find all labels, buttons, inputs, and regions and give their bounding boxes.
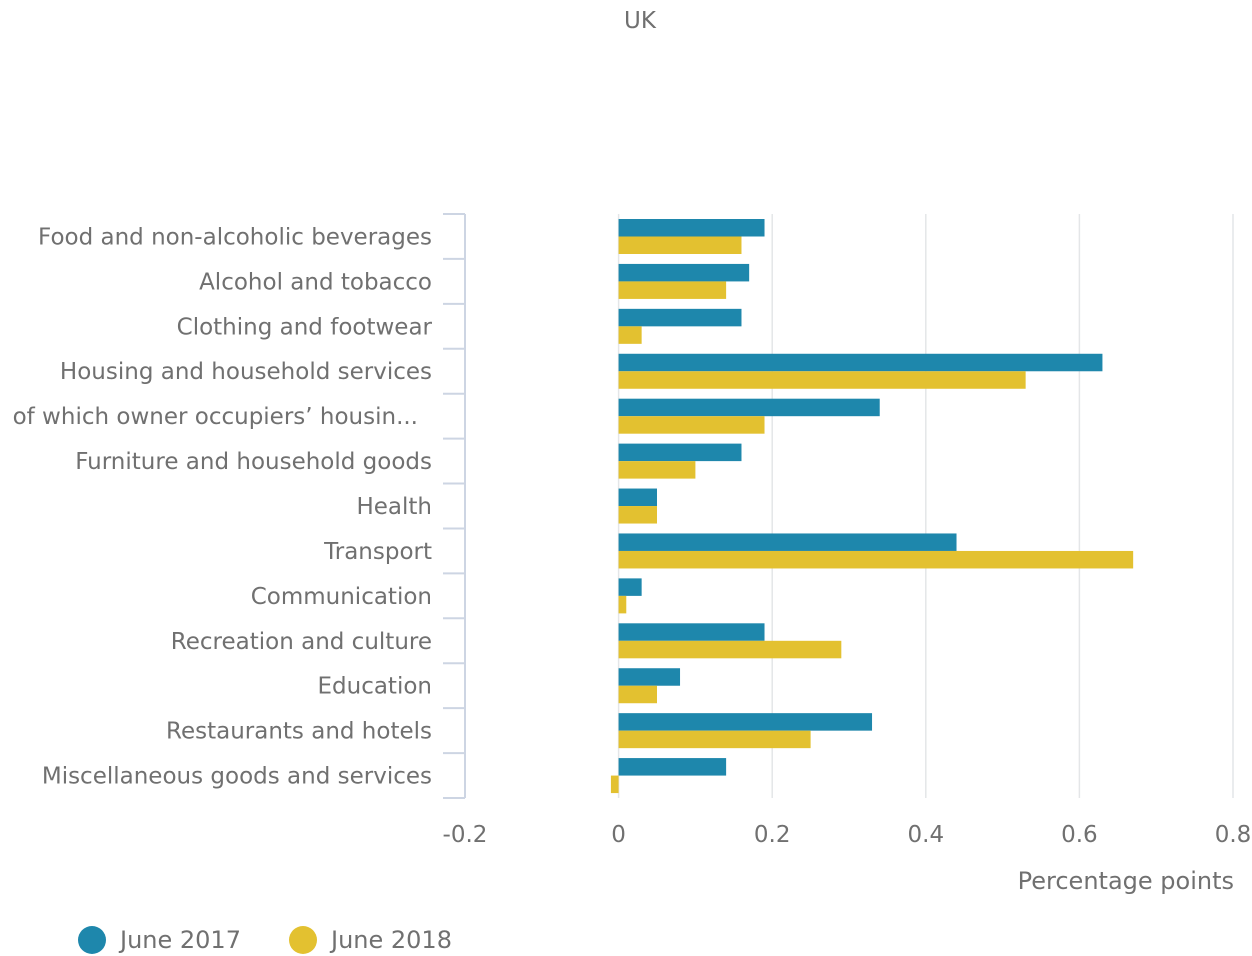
legend-swatch-series-0 [78, 926, 106, 954]
bar-series-0[interactable] [618, 713, 873, 731]
y-category-label: Furniture and household goods [75, 449, 432, 475]
bar-series-1[interactable] [618, 326, 642, 344]
y-category-label: Restaurants and hotels [166, 719, 432, 745]
chart-title: UK [624, 8, 656, 34]
bar-series-0[interactable] [618, 308, 742, 327]
bar-series-0[interactable] [618, 758, 727, 776]
y-category-label: Alcohol and tobacco [199, 269, 432, 295]
bar-series-1[interactable] [618, 281, 727, 299]
y-category-label: Transport [323, 539, 432, 565]
x-tick-label: 0.6 [1061, 822, 1098, 848]
y-category-label: Communication [251, 584, 432, 610]
bar-series-0[interactable] [618, 623, 765, 641]
bar-series-0[interactable] [618, 263, 750, 282]
bar-series-0[interactable] [618, 219, 765, 237]
bar-series-1[interactable] [618, 730, 811, 749]
bar-series-0[interactable] [618, 488, 657, 507]
legend-item-series-0[interactable]: June 2017 [78, 926, 241, 954]
x-tick-label: 0.2 [754, 822, 791, 848]
legend: June 2017 June 2018 [78, 926, 500, 954]
bar-series-0[interactable] [618, 533, 957, 551]
legend-label-series-0: June 2017 [120, 926, 241, 954]
bar-series-1[interactable] [618, 640, 842, 659]
y-category-label: Food and non-alcoholic beverages [38, 224, 432, 250]
x-tick-label: 0.8 [1215, 822, 1252, 848]
bar-series-1[interactable] [618, 506, 657, 524]
bar-series-0[interactable] [618, 578, 642, 596]
y-category-label: Recreation and culture [171, 629, 432, 655]
y-category-label: Housing and household services [60, 359, 432, 385]
x-tick-label: -0.2 [443, 822, 488, 848]
bar-series-0[interactable] [618, 443, 742, 462]
bar-series-1[interactable] [610, 775, 619, 794]
legend-label-series-1: June 2018 [330, 926, 452, 954]
y-category-label: of which owner occupiers’ housin... [13, 404, 418, 430]
bar-series-1[interactable] [618, 461, 696, 479]
bar-series-1[interactable] [618, 236, 742, 255]
grid-layer [617, 214, 1234, 798]
y-category-label: Clothing and footwear [177, 314, 433, 340]
x-tick-label: 0.4 [908, 822, 945, 848]
y-category-label: Health [356, 494, 432, 520]
bar-series-1[interactable] [618, 550, 1134, 569]
legend-swatch-series-1 [288, 926, 317, 954]
label-layer: -0.2 0 0.2 0.4 0.6 0.8 Food and non-alcoholic … [13, 224, 1252, 848]
bar-series-1[interactable] [618, 416, 765, 434]
bar-series-0[interactable] [618, 398, 880, 417]
legend-item-series-1[interactable]: June 2018 [288, 926, 452, 954]
x-axis-title: Percentage points [1018, 867, 1234, 895]
bar-series-1[interactable] [618, 595, 627, 614]
bar-series-1[interactable] [618, 685, 657, 704]
bar-chart: -0.2 0 0.2 0.4 0.6 0.8 Food and non-alcoholic … [13, 213, 1252, 895]
y-category-label: Miscellaneous goods and services [42, 764, 432, 790]
bar-series-0[interactable] [618, 353, 1103, 372]
y-category-label: Education [317, 674, 432, 700]
axis-layer [443, 213, 466, 799]
bar-series-0[interactable] [618, 668, 681, 686]
bar-series-1[interactable] [618, 371, 1026, 389]
x-tick-label: 0 [611, 822, 626, 848]
bar-layer [610, 219, 1134, 794]
